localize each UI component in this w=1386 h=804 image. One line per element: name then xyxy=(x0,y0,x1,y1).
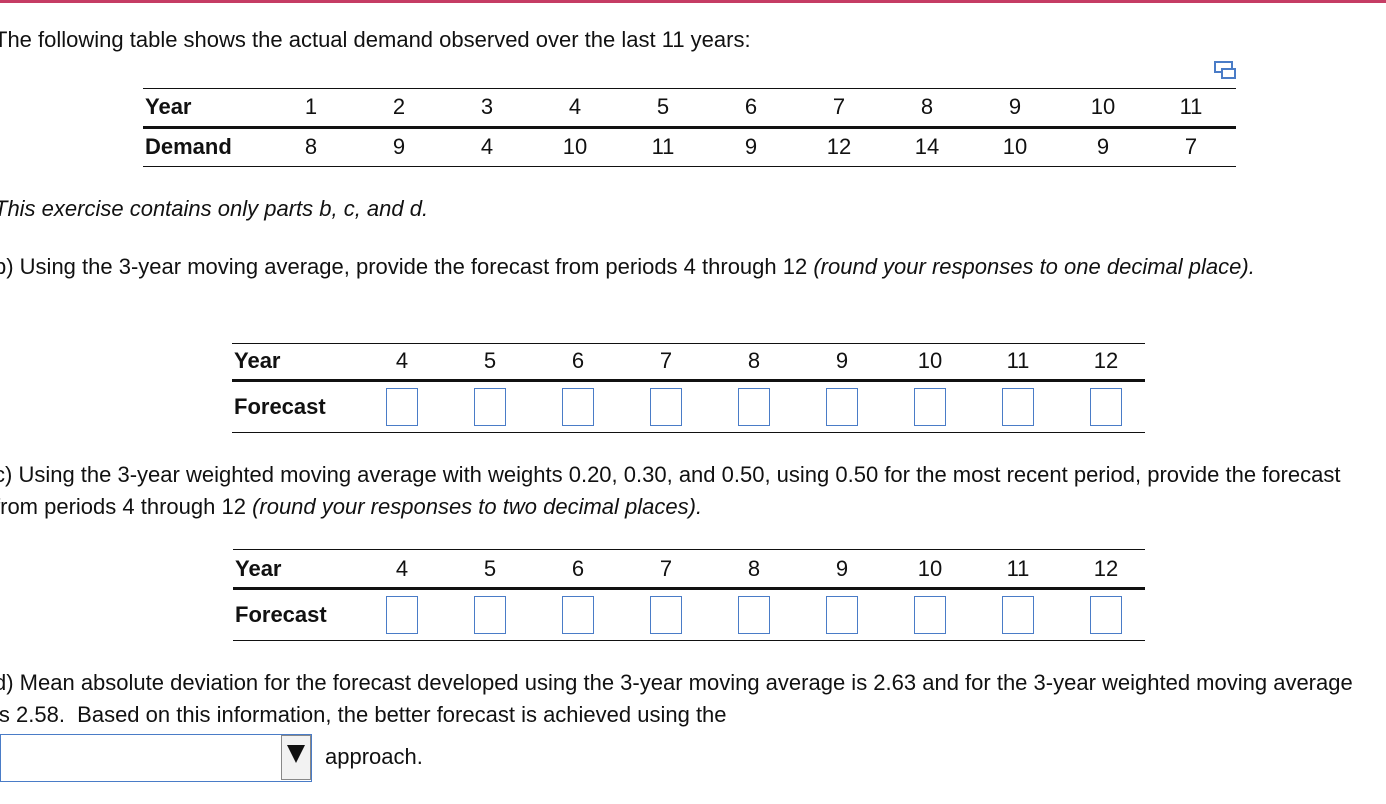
forecast-input[interactable] xyxy=(914,388,946,426)
forecast-input[interactable] xyxy=(650,596,682,634)
table-bottom-rule xyxy=(232,432,1145,433)
forecast-input[interactable] xyxy=(562,596,594,634)
row-header: Year xyxy=(234,348,281,373)
year-cell: 10 xyxy=(1090,94,1116,119)
approach-dropdown[interactable] xyxy=(0,734,312,782)
table-header-rule xyxy=(232,379,1145,382)
forecast-input[interactable] xyxy=(826,596,858,634)
year-cell: 6 xyxy=(571,348,585,373)
part-c-question: c) Using the 3-year weighted moving aver… xyxy=(0,462,1347,519)
demand-cell: 9 xyxy=(1096,134,1110,159)
part-c-instruction: (round your responses to two decimal pla… xyxy=(252,494,703,519)
row-header: Demand xyxy=(145,134,232,159)
year-cell: 12 xyxy=(1093,556,1119,581)
year-cell: 5 xyxy=(483,348,497,373)
forecast-input[interactable] xyxy=(650,388,682,426)
forecast-input[interactable] xyxy=(914,596,946,634)
table-top-rule xyxy=(232,343,1145,344)
demand-cell: 9 xyxy=(744,134,758,159)
table-bottom-rule xyxy=(233,640,1145,641)
part-b-text: b) Using the 3-year moving average, prov… xyxy=(0,251,1361,283)
demand-cell: 7 xyxy=(1184,134,1198,159)
year-cell: 7 xyxy=(659,556,673,581)
table-header-rule xyxy=(233,587,1145,590)
intro-text: The following table shows the actual dem… xyxy=(0,27,751,52)
year-cell: 8 xyxy=(920,94,934,119)
forecast-input[interactable] xyxy=(562,388,594,426)
year-cell: 9 xyxy=(835,348,849,373)
year-cell: 6 xyxy=(744,94,758,119)
year-cell: 11 xyxy=(1179,94,1203,119)
table-top-rule xyxy=(233,549,1145,550)
forecast-input[interactable] xyxy=(826,388,858,426)
forecast-input[interactable] xyxy=(474,596,506,634)
year-cell: 5 xyxy=(483,556,497,581)
part-b-question: b) Using the 3-year moving average, prov… xyxy=(0,254,808,279)
demand-cell: 4 xyxy=(480,134,494,159)
row-header: Forecast xyxy=(234,394,326,419)
forecast-input[interactable] xyxy=(1090,388,1122,426)
year-cell: 9 xyxy=(835,556,849,581)
row-header: Forecast xyxy=(235,602,327,627)
year-cell: 8 xyxy=(747,556,761,581)
part-c-text: c) Using the 3-year weighted moving aver… xyxy=(0,459,1361,523)
year-cell: 11 xyxy=(1006,348,1030,373)
forecast-input[interactable] xyxy=(738,388,770,426)
year-cell: 11 xyxy=(1006,556,1030,581)
forecast-input[interactable] xyxy=(1002,596,1034,634)
year-cell: 4 xyxy=(395,348,409,373)
demand-cell: 12 xyxy=(826,134,852,159)
part-b-instruction: (round your responses to one decimal pla… xyxy=(813,254,1255,279)
demand-cell: 10 xyxy=(1002,134,1028,159)
year-cell: 3 xyxy=(480,94,494,119)
year-cell: 10 xyxy=(917,348,943,373)
dropdown-arrow[interactable] xyxy=(281,735,311,780)
row-header: Year xyxy=(145,94,192,119)
forecast-input[interactable] xyxy=(1002,388,1034,426)
demand-cell: 9 xyxy=(392,134,406,159)
year-cell: 4 xyxy=(568,94,582,119)
demand-cell: 14 xyxy=(914,134,940,159)
table-bottom-rule xyxy=(143,166,1236,167)
year-cell: 6 xyxy=(571,556,585,581)
demand-cell: 11 xyxy=(651,134,675,159)
year-cell: 12 xyxy=(1093,348,1119,373)
dropdown-suffix: approach. xyxy=(325,744,423,769)
row-header: Year xyxy=(235,556,282,581)
forecast-input[interactable] xyxy=(386,596,418,634)
top-border xyxy=(0,0,1386,3)
forecast-input[interactable] xyxy=(1090,596,1122,634)
demand-cell: 8 xyxy=(304,134,318,159)
year-cell: 10 xyxy=(917,556,943,581)
year-cell: 1 xyxy=(304,94,318,119)
year-cell: 8 xyxy=(747,348,761,373)
forecast-input[interactable] xyxy=(386,388,418,426)
table-header-rule xyxy=(143,126,1236,129)
year-cell: 4 xyxy=(395,556,409,581)
note-text: This exercise contains only parts b, c, … xyxy=(0,196,429,221)
year-cell: 9 xyxy=(1008,94,1022,119)
forecast-input[interactable] xyxy=(738,596,770,634)
popout-icon[interactable] xyxy=(1214,61,1238,81)
table-top-rule xyxy=(143,88,1236,89)
forecast-input[interactable] xyxy=(474,388,506,426)
year-cell: 7 xyxy=(832,94,846,119)
year-cell: 2 xyxy=(392,94,406,119)
demand-cell: 10 xyxy=(562,134,588,159)
year-cell: 7 xyxy=(659,348,673,373)
part-d-text: d) Mean absolute deviation for the forec… xyxy=(0,670,1359,727)
year-cell: 5 xyxy=(656,94,670,119)
